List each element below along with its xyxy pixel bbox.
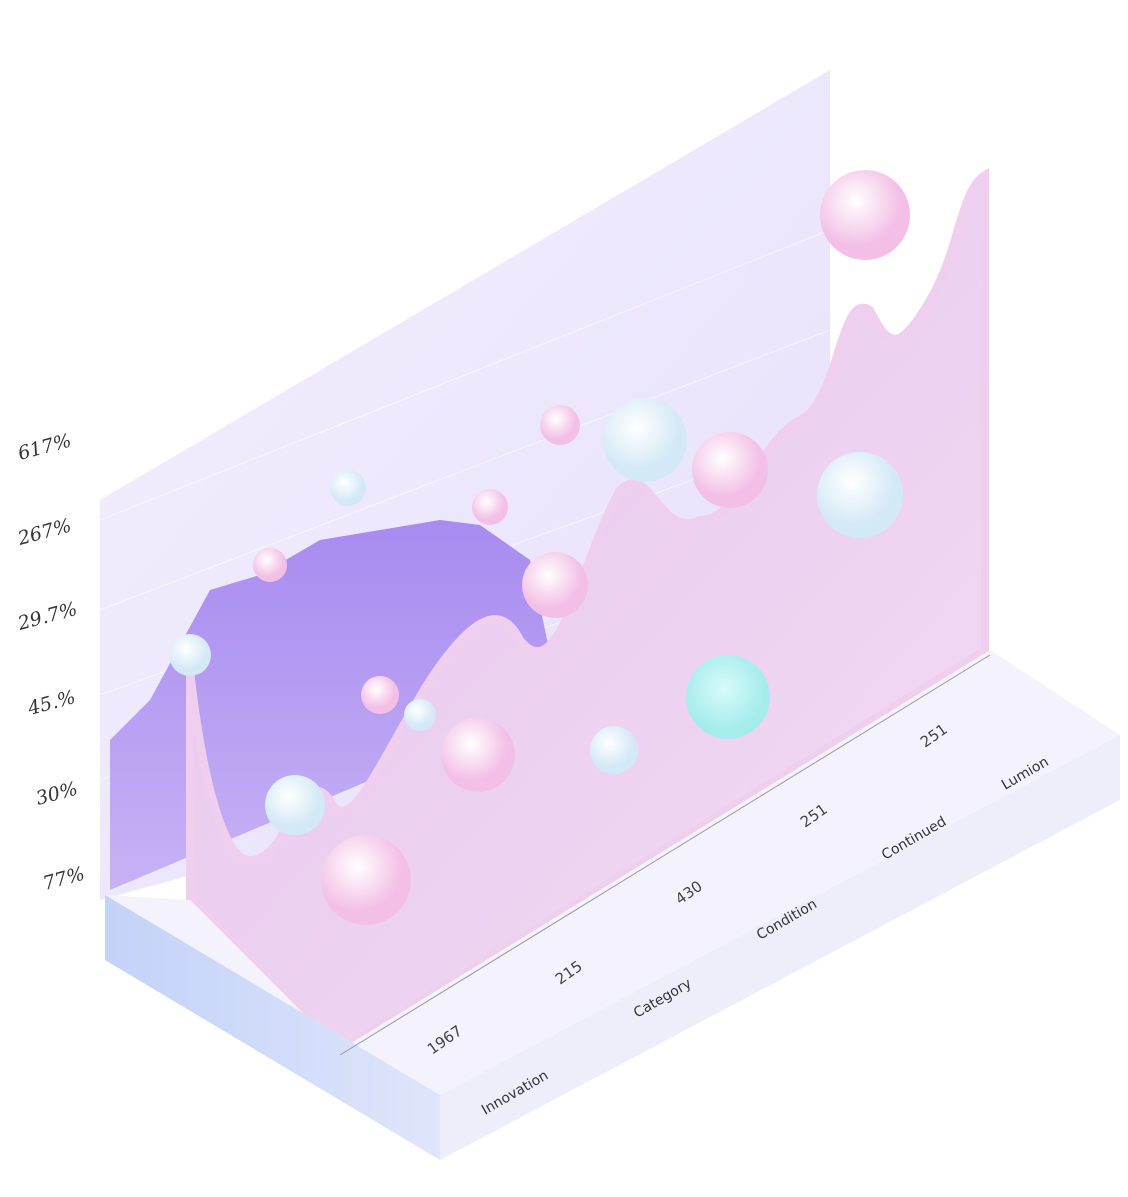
bubbles [169,170,910,925]
bubble [692,432,768,508]
bubble [522,552,588,618]
bubble [540,405,580,445]
x-axis-line [339,654,991,1056]
y-label: 267% [15,515,74,551]
bubble [404,699,436,731]
bubble [820,170,910,260]
bubble [686,655,770,739]
bubble [253,548,287,582]
y-label: 617% [16,430,74,465]
bubble [321,835,411,925]
base-top [105,650,1120,1095]
y-label: 29.7% [15,598,80,635]
back-area [110,520,560,890]
bubble [603,398,687,482]
base-front [105,895,440,1160]
bubble [265,775,325,835]
y-label: 45.% [25,686,78,720]
bubble [441,718,515,792]
base-side [440,735,1120,1160]
y-label: 77% [41,863,87,895]
bubble [590,726,638,774]
bubble [472,489,508,525]
bubble [330,470,366,506]
y-label: 30% [34,778,80,810]
bubble [817,452,903,538]
bubble [361,676,399,714]
bubble [169,634,211,676]
y-labels: 617% 267% 29.7% 45.% 30% 77% [15,430,87,895]
